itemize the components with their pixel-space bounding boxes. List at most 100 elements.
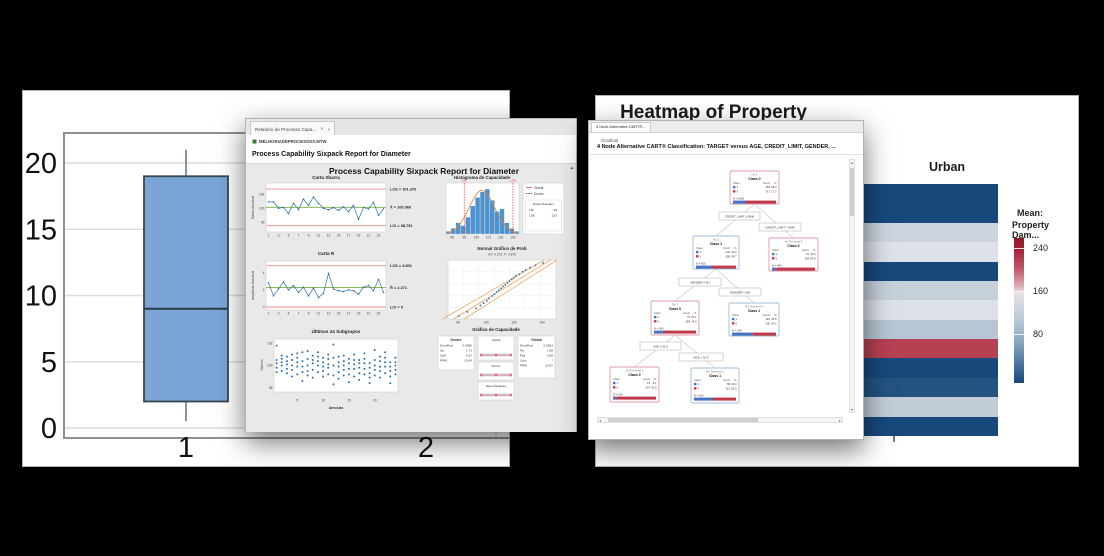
svg-text:40.3: 40.3	[731, 250, 737, 254]
heatmap-row	[862, 339, 998, 359]
svg-text:9: 9	[308, 234, 310, 238]
svg-text:98: 98	[269, 386, 273, 390]
svg-text:0: 0	[700, 254, 702, 258]
svg-text:5: 5	[296, 399, 298, 403]
collapse-icon[interactable]: ∨	[320, 126, 324, 131]
tab-relatorio[interactable]: Relatório de Processo Capa... ∨ ×	[250, 121, 336, 136]
svg-text:21: 21	[367, 234, 371, 238]
svg-text:Amplitude Amostral: Amplitude Amostral	[251, 271, 255, 300]
svg-text:283: 283	[766, 185, 771, 189]
scroll-up-icon[interactable]: ▴	[570, 165, 573, 171]
svg-text:13: 13	[327, 312, 331, 316]
sixpack-charts: Process Capability Sixpack Report for Di…	[246, 164, 576, 432]
svg-text:15: 15	[25, 214, 57, 246]
svg-text:3: 3	[278, 234, 280, 238]
heatmap-row	[862, 222, 998, 243]
split-rule: GENDER = (F)	[678, 277, 722, 287]
svg-text:N = 160: N = 160	[613, 393, 623, 397]
svg-text:2: 2	[263, 288, 265, 292]
scroll-up-icon[interactable]: ▴	[850, 160, 853, 165]
svg-text:Cp: Cp	[440, 349, 444, 353]
worksheet-icon	[252, 139, 257, 144]
svg-text:1: 1	[268, 234, 270, 238]
worksheet-row[interactable]: MELHORIADEPROCESSOS.MTW	[246, 135, 576, 148]
heatmap-row	[862, 319, 998, 339]
svg-text:Cpm: Cpm	[520, 359, 527, 363]
svg-text:13: 13	[647, 381, 650, 385]
svg-text:100: 100	[267, 364, 273, 368]
cart-heading: 4 Node Alternative CART® Classification:…	[597, 144, 836, 150]
svg-text:Histograma de Capacidade: Histograma de Capacidade	[454, 175, 511, 180]
heatmap-row	[862, 261, 998, 281]
svg-text:%: %	[734, 246, 737, 250]
svg-text:Count: Count	[723, 246, 730, 250]
legend-tick-line	[1014, 247, 1024, 249]
scrollbar-thumb[interactable]	[608, 418, 758, 422]
svg-text:15: 15	[337, 312, 341, 316]
svg-text:Pp: Pp	[520, 349, 524, 353]
tab-cart[interactable]: 4 Node Alternative CART®...	[591, 122, 651, 132]
svg-text:LCI = 0: LCI = 0	[390, 304, 403, 309]
svg-text:Dentro: Dentro	[534, 192, 544, 196]
legend-tick-label: 240	[1033, 242, 1049, 253]
svg-text:76: 76	[687, 315, 690, 319]
legend-title-line2: Property Dam...	[1012, 220, 1050, 240]
svg-text:98: 98	[456, 321, 460, 325]
svg-text:AGE ≤ 32.5: AGE ≤ 32.5	[653, 344, 668, 348]
svg-text:%: %	[654, 377, 657, 381]
svg-text:11: 11	[317, 312, 321, 316]
svg-text:0: 0	[617, 385, 619, 389]
svg-text:1: 1	[737, 185, 739, 189]
svg-text:88: 88	[727, 382, 730, 386]
svg-text:DesvPad: DesvPad	[520, 344, 533, 348]
svg-text:Especificações: Especificações	[486, 384, 507, 388]
svg-text:GENDER = (M): GENDER = (M)	[730, 290, 750, 294]
svg-text:9: 9	[308, 312, 310, 316]
svg-text:Carta R: Carta R	[318, 251, 335, 256]
svg-text:3: 3	[278, 312, 280, 316]
tab-bar: Relatório de Processo Capa... ∨ ×	[246, 119, 576, 136]
report-content: Process Capability Sixpack Report for Di…	[246, 163, 576, 432]
svg-text:GENDER = (F): GENDER = (F)	[690, 280, 709, 284]
svg-text:59.7: 59.7	[731, 254, 737, 258]
svg-text:99: 99	[462, 236, 466, 240]
horizontal-scrollbar[interactable]: ◂ ▸	[597, 417, 843, 423]
svg-text:10.3: 10.3	[810, 252, 816, 256]
heatmap-axis-tick	[893, 436, 895, 442]
svg-text:AD: 0.201, P: 0.878: AD: 0.201, P: 0.878	[488, 253, 516, 257]
cart-tree: CREDIT_LIMIT ≤ 9540 CREDIT_LIMIT > 9540 GE…	[609, 170, 819, 404]
vertical-scrollbar[interactable]: ▴ ▾	[849, 159, 855, 413]
svg-text:15: 15	[347, 399, 351, 403]
svg-text:102: 102	[511, 321, 517, 325]
svg-text:PPM: PPM	[520, 364, 527, 368]
svg-text:%: %	[734, 378, 737, 382]
scroll-right-icon[interactable]: ▸	[838, 417, 841, 423]
svg-text:1: 1	[698, 382, 700, 386]
svg-text:71.7: 71.7	[771, 189, 777, 193]
svg-text:19: 19	[357, 312, 361, 316]
svg-text:Class 0: Class 0	[628, 373, 640, 377]
svg-text:Dentro: Dentro	[451, 338, 462, 342]
svg-text:5: 5	[288, 312, 290, 316]
svg-text:Class: Class	[696, 246, 703, 250]
heatmap-row	[862, 300, 998, 320]
scrollbar-thumb[interactable]	[850, 168, 854, 216]
svg-text:5: 5	[41, 347, 57, 379]
svg-text:%: %	[774, 313, 777, 317]
close-icon[interactable]: ×	[327, 126, 331, 132]
svg-text:102: 102	[267, 342, 273, 346]
scroll-left-icon[interactable]: ◂	[599, 417, 602, 423]
svg-text:Class 1: Class 1	[709, 374, 721, 378]
heatmap-row	[862, 203, 998, 223]
svg-text:Class: Class	[772, 248, 779, 252]
svg-text:Média Amostral: Média Amostral	[251, 196, 255, 220]
heatmap-row	[862, 416, 998, 436]
svg-text:Process Capability Sixpack Rep: Process Capability Sixpack Report for Di…	[329, 166, 520, 176]
heatmap-row	[862, 377, 998, 398]
scroll-down-icon[interactable]: ▾	[850, 407, 853, 412]
svg-text:Global: Global	[531, 338, 542, 342]
svg-text:Count: Count	[683, 311, 690, 315]
svg-text:11: 11	[317, 234, 321, 238]
svg-text:41: 41	[806, 252, 809, 256]
